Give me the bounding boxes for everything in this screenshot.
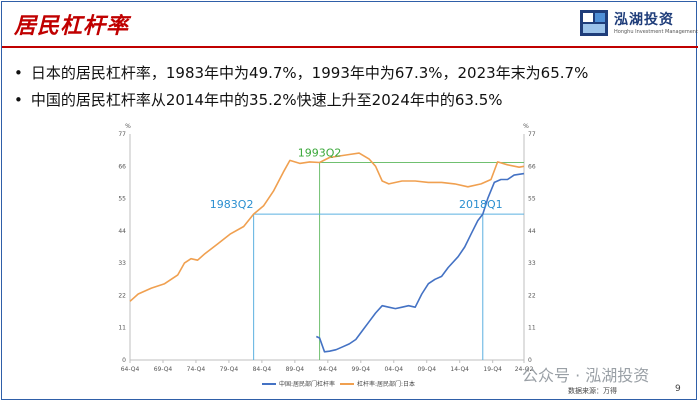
bullet-china: 中国的居民杠杆率从2014年中的35.2%快速上升至2024年中的63.5%	[14, 87, 588, 114]
y-tick-label-right: 44	[528, 228, 536, 235]
logo-mark-icon	[580, 10, 608, 36]
y-tick-label-left: 77	[118, 131, 126, 138]
x-tick-label: 79-Q4	[220, 366, 239, 373]
x-tick-label: 74-Q4	[187, 366, 206, 373]
y-tick-label-left: 22	[118, 292, 126, 299]
annotation-label: 1993Q2	[298, 146, 342, 159]
y-tick-label-right: 22	[528, 292, 536, 299]
y-tick-label-right: 77	[528, 131, 536, 138]
annotation-label: 1983Q2	[210, 198, 254, 211]
y-tick-label-right: 11	[528, 325, 536, 332]
bullet-japan: 日本的居民杠杆率，1983年中为49.7%，1993年中为67.3%，2023年…	[14, 60, 588, 87]
leverage-chart: % % 0 0 11 11 22 22 33 33 44 44 55 55 66 66 77 77 64-Q4 69-…	[118, 123, 536, 388]
slide-title: 居民杠杆率	[14, 13, 130, 39]
y-tick-label-left: 0	[122, 357, 126, 364]
legend-label-1: 杠杆率:居民部门:日本	[357, 380, 415, 388]
legend-label-0: 中国:居民部门杠杆率	[279, 380, 335, 388]
y-tick-label-left: 44	[118, 228, 126, 235]
x-tick-label: 09-Q4	[417, 366, 436, 373]
data-source: 数据来源：万得	[568, 387, 617, 395]
company-logo: 泓湖投资 Honghu Investment Management	[580, 8, 698, 40]
x-tick-label: 04-Q4	[384, 366, 403, 373]
x-tick-label: 94-Q4	[319, 366, 338, 373]
y-tick-label-right: 0	[528, 357, 532, 364]
x-tick-label: 14-Q4	[450, 366, 469, 373]
logo-subtitle: Honghu Investment Management	[614, 29, 698, 35]
x-tick-label: 84-Q4	[253, 366, 272, 373]
watermark: 公众号 · 泓湖投资	[522, 366, 650, 385]
x-tick-label: 99-Q4	[352, 366, 371, 373]
series-line-1	[129, 152, 525, 302]
x-tick-label: 69-Q4	[154, 366, 173, 373]
x-tick-label: 19-Q4	[483, 366, 502, 373]
logo-name: 泓湖投资	[614, 12, 674, 28]
annotation-label: 2018Q1	[459, 198, 503, 211]
y-tick-label-left: 33	[118, 260, 126, 267]
y-tick-label-left: 66	[118, 163, 126, 170]
y-tick-label-right: 33	[528, 260, 536, 267]
series-line-0	[315, 172, 525, 353]
y-tick-label-left: 55	[118, 196, 126, 203]
y-tick-label-left: 11	[118, 325, 126, 332]
title-divider	[2, 46, 698, 48]
x-tick-label: 64-Q4	[121, 366, 140, 373]
y-unit-right: %	[523, 123, 529, 130]
bullet-list: 日本的居民杠杆率，1983年中为49.7%，1993年中为67.3%，2023年…	[14, 60, 588, 114]
page-number: 9	[675, 384, 681, 394]
x-tick-label: 24-Q2	[515, 366, 534, 373]
y-unit-left: %	[125, 123, 131, 130]
y-tick-label-right: 66	[528, 163, 536, 170]
x-tick-label: 89-Q4	[286, 366, 305, 373]
y-tick-label-right: 55	[528, 196, 536, 203]
